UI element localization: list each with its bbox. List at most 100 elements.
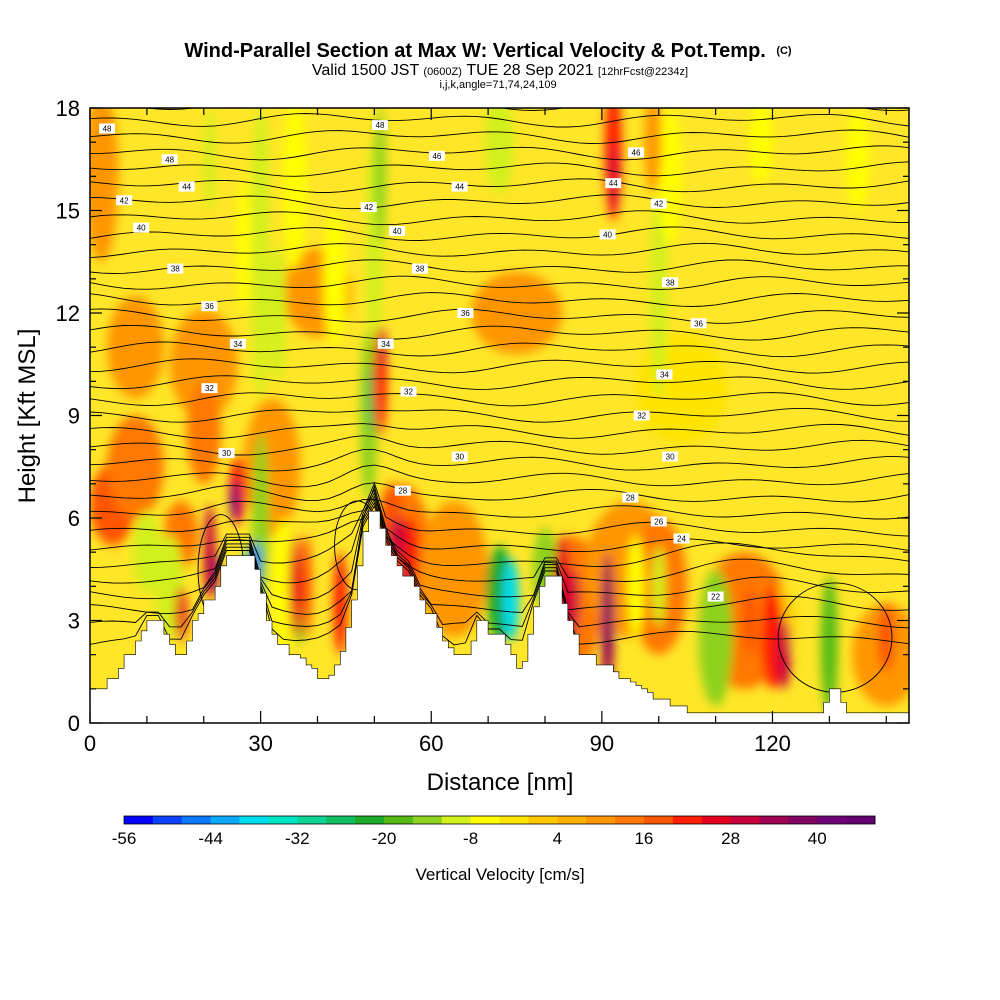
theta-contour-line bbox=[90, 484, 909, 553]
theta-label-text: 22 bbox=[711, 593, 720, 602]
velocity-cell bbox=[636, 333, 727, 443]
y-tick-label: 12 bbox=[56, 301, 80, 326]
x-tick-label: 120 bbox=[754, 731, 791, 756]
theta-label: 36 bbox=[690, 318, 707, 329]
theta-label-text: 24 bbox=[677, 535, 686, 544]
theta-label-bg bbox=[99, 123, 116, 134]
theta-label-text: 40 bbox=[393, 227, 402, 236]
theta-contour-line bbox=[90, 482, 909, 503]
colorbar-swatch bbox=[470, 816, 500, 824]
theta-label-text: 30 bbox=[455, 453, 464, 462]
theta-label-text: 34 bbox=[381, 340, 390, 349]
colorbar-swatch bbox=[759, 816, 789, 824]
velocity-cell bbox=[90, 108, 119, 262]
theta-contour-line bbox=[90, 145, 909, 161]
theta-label: 28 bbox=[622, 492, 639, 503]
theta-label-text: 36 bbox=[461, 309, 470, 318]
theta-contours bbox=[90, 108, 909, 693]
theta-label-bg bbox=[628, 147, 644, 158]
theta-label-text: 42 bbox=[120, 196, 129, 205]
theta-contour-line bbox=[90, 488, 909, 568]
velocity-cell bbox=[644, 108, 662, 194]
theta-label-bg bbox=[116, 195, 133, 206]
theta-contour-line bbox=[90, 464, 909, 488]
theta-contour-line bbox=[90, 226, 909, 241]
y-tick-label: 0 bbox=[68, 711, 80, 736]
theta-label-bg bbox=[622, 492, 639, 503]
velocity-cell bbox=[652, 545, 666, 628]
velocity-cell bbox=[132, 511, 162, 594]
chart-subtitle-indices: i,j,k,angle=71,74,24,109 bbox=[439, 79, 556, 91]
colorbar-swatch bbox=[297, 816, 327, 824]
theta-label-bg bbox=[451, 181, 468, 192]
velocity-cell bbox=[107, 295, 164, 399]
colorbar-swatch bbox=[355, 816, 385, 824]
theta-label: 32 bbox=[400, 386, 417, 397]
theta-contour-line bbox=[90, 498, 909, 615]
velocity-cell bbox=[289, 535, 301, 638]
theta-contour-line bbox=[90, 498, 909, 520]
theta-label-bg bbox=[229, 338, 246, 349]
theta-contour-line bbox=[90, 259, 909, 274]
chart-title: Wind-Parallel Section at Max W: Vertical… bbox=[184, 40, 792, 62]
theta-label: 34 bbox=[229, 338, 246, 349]
theta-label-text: 28 bbox=[398, 487, 407, 496]
subtitle-zulu: (0600Z) bbox=[423, 66, 462, 78]
colorbar-swatch bbox=[643, 816, 674, 824]
theta-label-bg bbox=[218, 448, 235, 459]
theta-contour-line bbox=[90, 341, 909, 358]
theta-label: 32 bbox=[633, 410, 650, 421]
y-tick-label: 3 bbox=[68, 609, 80, 634]
colorbar-swatch bbox=[528, 816, 558, 824]
subtitle-forecast: [12hrFcst@2234z] bbox=[598, 66, 688, 78]
velocity-cell bbox=[389, 518, 406, 559]
x-tick-label: 90 bbox=[590, 731, 614, 756]
theta-label: 42 bbox=[116, 195, 133, 206]
x-tick-label: 30 bbox=[248, 731, 272, 756]
theta-contour-line bbox=[90, 375, 909, 390]
theta-label: 44 bbox=[605, 178, 622, 189]
colorbar-swatch bbox=[383, 816, 414, 824]
colorbar-swatch bbox=[152, 816, 183, 824]
theta-label-text: 42 bbox=[654, 200, 663, 209]
theta-label-text: 38 bbox=[171, 265, 180, 274]
colorbar-swatch bbox=[268, 816, 298, 824]
theta-contour-line bbox=[90, 292, 909, 307]
velocity-cell bbox=[485, 108, 514, 194]
theta-label-bg bbox=[662, 451, 679, 462]
theta-label: 42 bbox=[650, 198, 667, 209]
theta-contour-line bbox=[90, 308, 909, 324]
theta-label-bg bbox=[389, 226, 406, 236]
theta-label-text: 44 bbox=[182, 183, 191, 192]
theta-label-text: 48 bbox=[103, 125, 112, 134]
theta-label-bg bbox=[662, 277, 679, 288]
colorbar-tick-label: 40 bbox=[808, 829, 827, 848]
theta-label-text: 30 bbox=[222, 449, 231, 458]
colorbar-tick-label: -8 bbox=[463, 829, 478, 848]
theta-label-bg bbox=[411, 263, 428, 274]
theta-label-text: 32 bbox=[637, 412, 646, 421]
plot-area: 48 48 44 42 40 38 36 34 32 30 48 46 44 42 40 38 36 34 32 30… bbox=[90, 108, 909, 723]
velocity-cell bbox=[269, 244, 287, 382]
theta-label-text: 30 bbox=[666, 453, 675, 462]
velocity-cell bbox=[502, 559, 519, 641]
velocity-cell bbox=[471, 272, 563, 354]
theta-contour-labels: 48 48 44 42 40 38 36 34 32 30 48 46 44 42 40 38 36 34 32 30… bbox=[99, 120, 724, 602]
colorbar-swatch bbox=[557, 816, 587, 824]
colorbar-swatch bbox=[499, 816, 529, 824]
x-axis-label: Distance [nm] bbox=[427, 769, 574, 796]
theta-label-text: 36 bbox=[205, 302, 214, 311]
theta-label: 36 bbox=[201, 301, 218, 312]
theta-label: 44 bbox=[451, 181, 468, 192]
theta-label: 22 bbox=[707, 591, 724, 602]
theta-contour-line bbox=[90, 210, 909, 226]
velocity-cell bbox=[230, 480, 240, 522]
theta-label: 40 bbox=[133, 222, 150, 233]
velocity-cell bbox=[846, 108, 870, 211]
colorbar-swatch bbox=[210, 816, 240, 824]
theta-label-bg bbox=[360, 202, 377, 213]
colorbar-swatch bbox=[701, 816, 731, 824]
theta-label: 38 bbox=[167, 263, 184, 274]
